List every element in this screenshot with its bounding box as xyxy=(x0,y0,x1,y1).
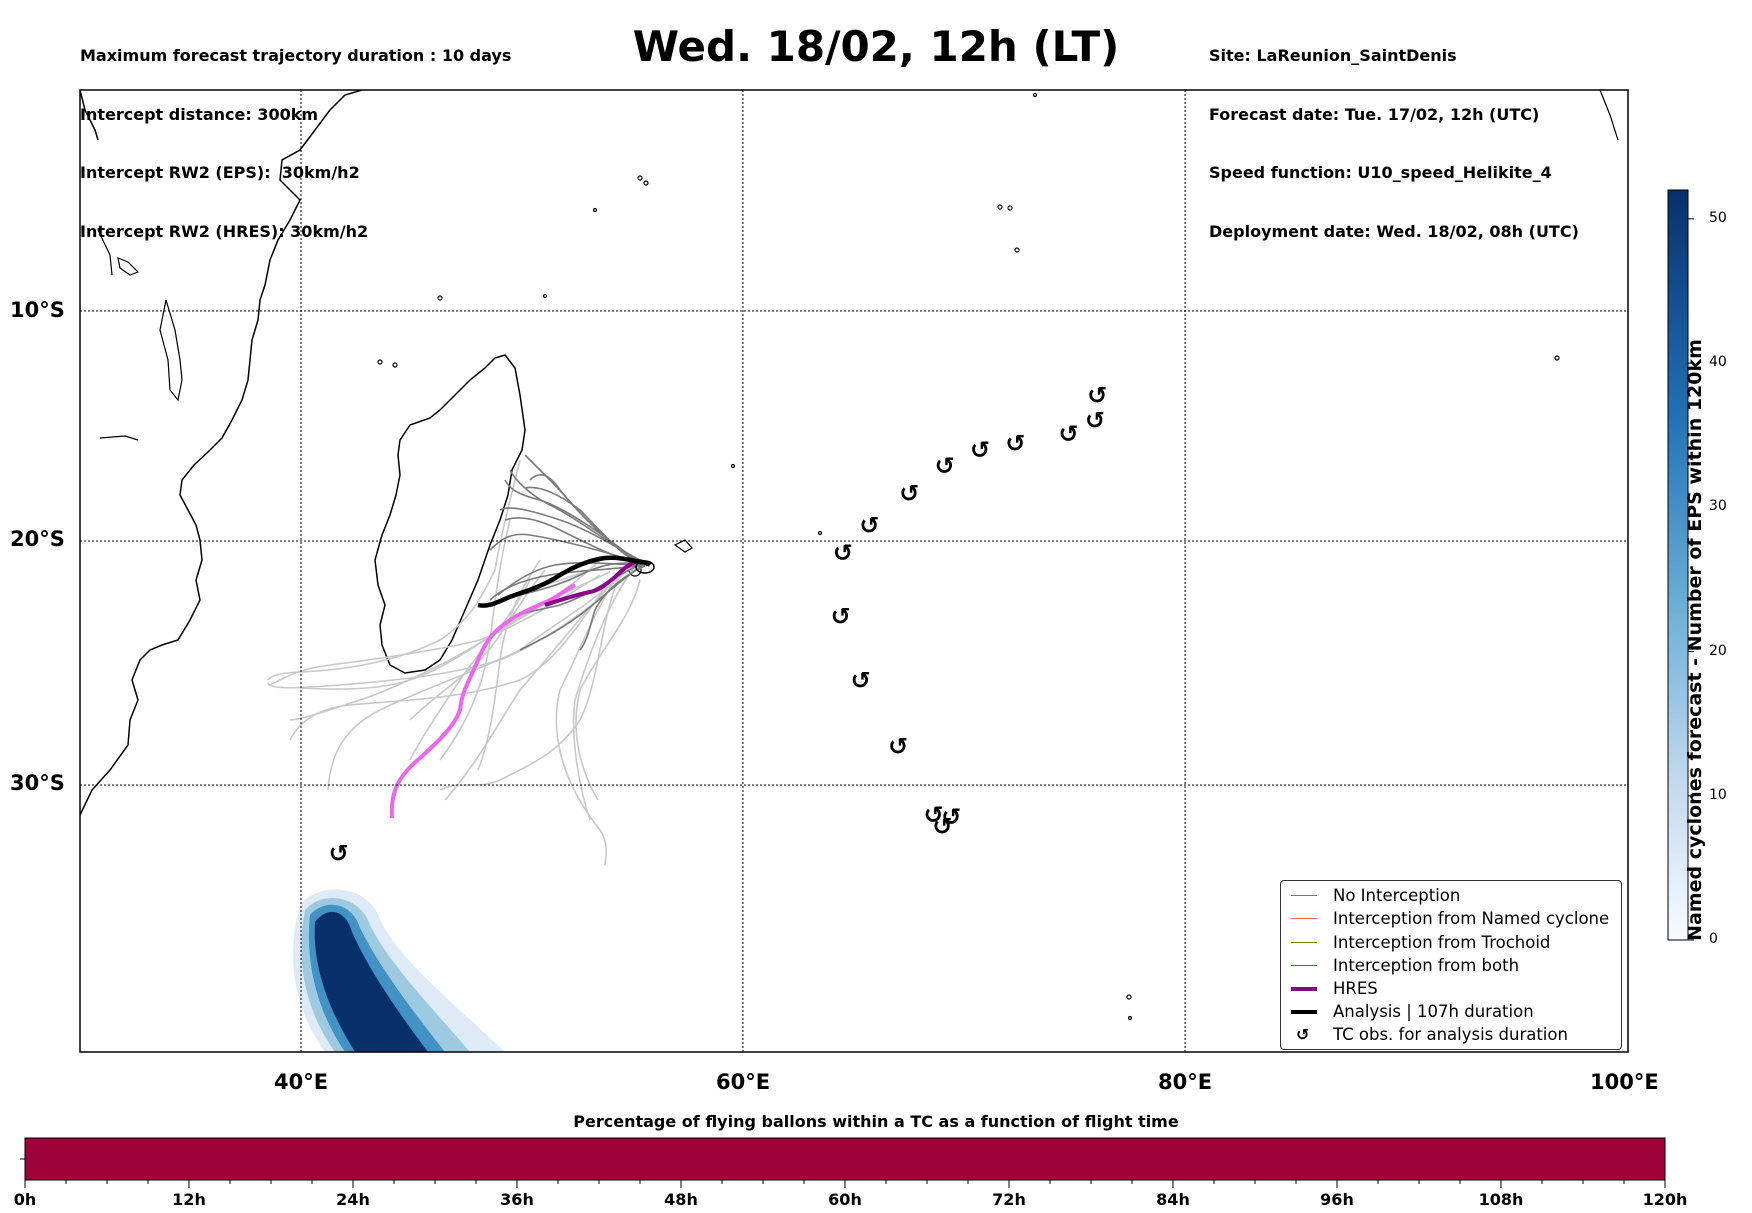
header-left: Maximum forecast trajectory duration : 1… xyxy=(80,7,511,261)
legend-item-named-cyclone: Interception from Named cyclone xyxy=(1281,908,1621,930)
legend-item-hres: HRES xyxy=(1281,978,1621,1000)
header-right-line: Speed function: U10_speed_Helikite_4 xyxy=(1209,163,1552,182)
colorbar-tick-label: 50 xyxy=(1709,209,1727,226)
colorbar-tick-label: 30 xyxy=(1709,498,1727,515)
header-right-line: Deployment date: Wed. 18/02, 08h (UTC) xyxy=(1209,221,1579,241)
colorbar-tick-label: 40 xyxy=(1709,354,1727,371)
tc-symbol-icon: ↺ xyxy=(1296,1025,1310,1044)
tc-obs-symbol: ↺ xyxy=(935,452,955,480)
legend-label: Interception from Named cyclone xyxy=(1333,909,1610,928)
header-right: Site: LaReunion_SaintDenis Forecast date… xyxy=(1209,7,1579,261)
tc-observations: ↺↺↺↺↺↺↺↺↺↺↺↺ ↺ ↺ ↺↺ xyxy=(329,381,1108,867)
flight-time-tick-label: 72h xyxy=(992,1190,1026,1209)
legend-swatch xyxy=(1291,965,1317,966)
colorbar-tick-label: 0 xyxy=(1709,931,1718,947)
flight-time-tick-label: 108h xyxy=(1478,1190,1524,1209)
flight-time-bar-title: Percentage of flying ballons within a TC… xyxy=(573,1112,1179,1131)
legend-item-analysis: Analysis | 107h duration xyxy=(1281,1001,1621,1023)
lake-victoria xyxy=(117,257,140,276)
tc-obs-symbol: ↺ xyxy=(970,436,990,464)
flight-time-tick-label: 36h xyxy=(500,1190,534,1209)
colorbar-tick-label: 10 xyxy=(1709,786,1727,803)
africa-coast-north xyxy=(80,90,99,141)
header-left-line: Maximum forecast trajectory duration : 1… xyxy=(80,46,512,65)
lon-label-60e: 60°E xyxy=(716,1070,771,1094)
legend-label: Interception from Trochoid xyxy=(1333,933,1551,952)
lon-label-80e: 80°E xyxy=(1158,1070,1213,1094)
legend: No Interception Interception from Named … xyxy=(1280,880,1622,1050)
legend-label: TC obs. for analysis duration xyxy=(1333,1025,1568,1044)
tc-obs-symbol: ↺ xyxy=(941,803,961,831)
africa-coastline xyxy=(80,90,363,816)
tc-obs-symbol: ↺ xyxy=(1058,420,1078,448)
lon-label-100e: 100°E xyxy=(1590,1070,1659,1094)
flight-time-tick-label: 48h xyxy=(664,1190,698,1209)
colorbar-tick-label: 20 xyxy=(1709,642,1727,659)
tc-obs-symbol: ↺ xyxy=(888,733,908,761)
flight-time-tick-label: 60h xyxy=(828,1190,862,1209)
header-left-line: Intercept RW2 (EPS): 30km/h2 xyxy=(80,163,360,182)
tc-obs-symbol: ↺ xyxy=(851,666,871,694)
legend-swatch xyxy=(1291,918,1317,919)
flight-time-tick-label: 120h xyxy=(1642,1190,1688,1209)
legend-swatch xyxy=(1291,987,1317,991)
lat-label-10s: 10°S xyxy=(10,298,65,322)
legend-item-both: Interception from both xyxy=(1281,955,1621,977)
lon-label-40e: 40°E xyxy=(274,1070,329,1094)
header-right-line: Site: LaReunion_SaintDenis xyxy=(1209,46,1457,65)
tc-obs-symbol: ↺ xyxy=(329,840,349,868)
flight-time-tick-label: 12h xyxy=(172,1190,206,1209)
colorbar-label: Named cyclones forecast - Number of EPS … xyxy=(1684,339,1706,941)
reunion-island xyxy=(635,560,655,574)
tc-obs-symbol: ↺ xyxy=(924,801,944,829)
legend-label: Interception from both xyxy=(1333,956,1520,975)
header-right-line: Forecast date: Tue. 17/02, 12h (UTC) xyxy=(1209,104,1540,124)
lat-label-20s: 20°S xyxy=(10,527,65,551)
lat-label-30s: 30°S xyxy=(10,771,65,795)
tc-obs-symbol: ↺ xyxy=(831,603,851,631)
flight-time-tick-label: 84h xyxy=(1156,1190,1190,1209)
hres-light-trajectory xyxy=(389,583,576,819)
density-colorbar-ticks xyxy=(1688,218,1694,941)
flight-time-tick-label: 96h xyxy=(1320,1190,1354,1209)
tc-obs-symbol: ↺ xyxy=(932,812,952,840)
map-title: Wed. 18/02, 12h (LT) xyxy=(632,22,1120,71)
legend-label: No Interception xyxy=(1333,886,1461,905)
map-frame xyxy=(79,89,1629,1053)
tc-obs-symbol: ↺ xyxy=(833,539,853,567)
header-left-line: Intercept distance: 300km xyxy=(80,104,319,124)
legend-label: Analysis | 107h duration xyxy=(1333,1002,1534,1021)
density-colorbar xyxy=(1667,189,1689,941)
tc-obs-symbol: ↺ xyxy=(1005,429,1025,457)
tc-obs-symbol: ↺ xyxy=(899,479,919,507)
flight-time-bar xyxy=(24,1137,1666,1181)
lake-malawi xyxy=(159,299,183,402)
legend-swatch xyxy=(1291,942,1317,943)
flight-time-tick-label: 24h xyxy=(336,1190,370,1209)
legend-label: HRES xyxy=(1333,979,1378,998)
cyclone-density-area xyxy=(293,889,505,1052)
legend-swatch xyxy=(1291,895,1317,896)
lake-tanganyika xyxy=(97,229,113,276)
legend-item-tc-obs: ↺ TC obs. for analysis duration xyxy=(1281,1024,1621,1046)
flight-time-ticks xyxy=(24,1180,1666,1188)
legend-item-trochoid: Interception from Trochoid xyxy=(1281,932,1621,954)
legend-swatch xyxy=(1291,1010,1317,1014)
tc-obs-symbol: ↺ xyxy=(1087,381,1107,409)
legend-item-no-interception: No Interception xyxy=(1281,885,1621,907)
tc-obs-symbol: ↺ xyxy=(859,511,879,539)
gridlines xyxy=(80,90,1628,1052)
flight-time-tick-label: 0h xyxy=(13,1190,37,1209)
tc-obs-symbol: ↺ xyxy=(1085,407,1105,435)
trajectories-light xyxy=(267,459,641,866)
